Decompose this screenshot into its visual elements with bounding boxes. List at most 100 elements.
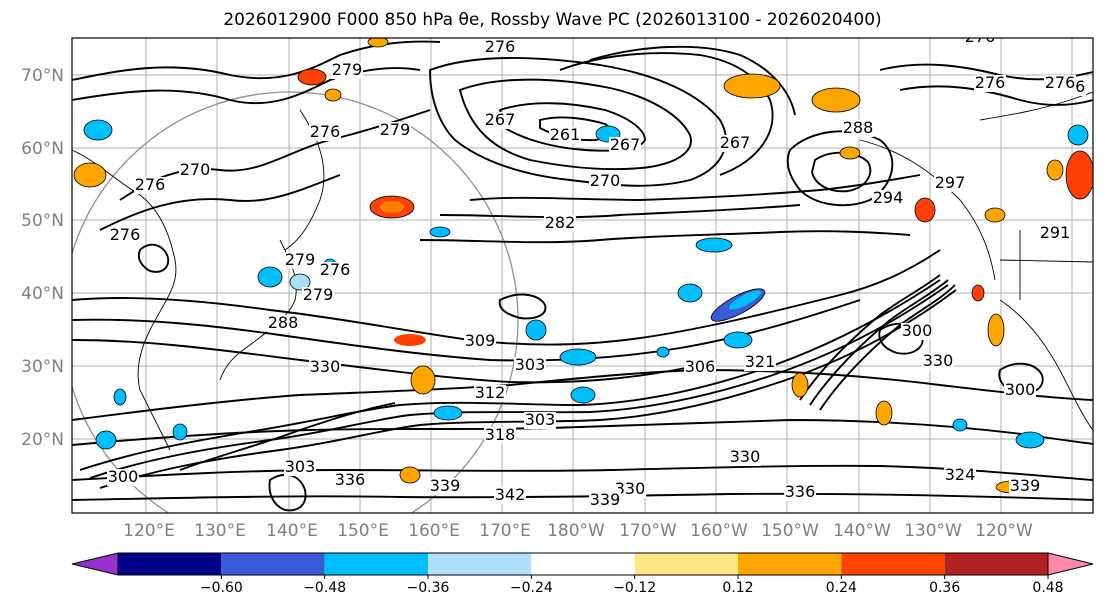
colorbar-tick-label: −0.24 (510, 580, 553, 596)
colorbar-segment (324, 553, 428, 575)
contour-label-bg (589, 173, 621, 190)
contour-label-bg (944, 467, 976, 484)
contour-label: 312 (475, 383, 506, 402)
contour-label-bg (484, 112, 516, 129)
contour-label: 282 (545, 213, 576, 232)
colorbar-segment (634, 553, 738, 575)
contour-label-bg (429, 478, 461, 495)
contour-label-bg (549, 127, 581, 144)
anomaly-negative (95, 430, 117, 450)
anomaly-positive (971, 284, 985, 302)
contour-label: 330 (923, 351, 954, 370)
contour-label: 342 (495, 485, 526, 504)
contour-label: 276 (110, 225, 141, 244)
latitude-labels: 70°N 60°N 50°N 40°N 30°N 20°N (21, 66, 64, 450)
anomaly-positive (394, 334, 426, 346)
contour-label: 297 (935, 173, 966, 192)
contour-label-bg (1044, 75, 1076, 92)
longitude-label: 170°W (619, 521, 677, 541)
colorbar-segment (944, 553, 1048, 575)
contour-label: 336 (785, 482, 816, 501)
contour-label: 267 (485, 110, 516, 129)
contour-label: 294 (873, 188, 904, 207)
contour-label-bg (614, 481, 646, 498)
contour-label-bg (464, 333, 496, 350)
contour-label-bg (872, 190, 904, 207)
latitude-label: 40°N (21, 284, 64, 304)
anomaly-positive (839, 146, 861, 160)
colorbar-tick-label: −0.60 (200, 580, 243, 596)
contour-label-bg (514, 357, 546, 374)
colorbar-segment (221, 553, 325, 575)
latitude-label: 70°N (21, 66, 64, 86)
contour-label: 321 (745, 352, 776, 371)
colorbar-extend-min (71, 552, 119, 576)
contour-label: 303 (525, 410, 556, 429)
contour-label: 279 (380, 120, 411, 139)
anomaly-positive (73, 162, 107, 188)
contour-label: 324 (945, 465, 976, 484)
anomaly-negative (83, 119, 113, 141)
contour-label: 303 (285, 457, 316, 476)
contour-label-bg (494, 487, 526, 504)
contour-label: 261 (550, 125, 581, 144)
colorbar-segment (531, 553, 635, 575)
longitude-label: 180°W (547, 521, 605, 541)
reference-circle (72, 91, 519, 513)
colorbar-segment (738, 553, 842, 575)
anomaly-negative (677, 283, 703, 303)
anomaly-negative (257, 266, 283, 288)
anomaly-positive (399, 466, 421, 484)
contour-label: 276 (320, 260, 351, 279)
anomaly-positive (380, 201, 404, 213)
latitude-label: 60°N (21, 139, 64, 159)
anomaly-negative (559, 348, 597, 366)
anomaly-positive (984, 207, 1006, 223)
anomaly-positive (987, 313, 1005, 347)
longitude-label: 150°W (761, 521, 819, 541)
contour-label-bg (484, 39, 516, 56)
anomaly-positive (723, 73, 781, 99)
contour-label: 291 (1040, 223, 1071, 242)
contour-label-bg (934, 175, 966, 192)
contour-label-bg (922, 353, 954, 370)
colorbar-extend-max (1047, 552, 1094, 576)
contour-label-bg (484, 427, 516, 444)
contour-label-bg (474, 385, 506, 402)
longitude-label: 130°E (194, 521, 246, 541)
contour-label-bg (309, 359, 341, 376)
anomaly-positive (1046, 159, 1064, 181)
contour-label: 279 (332, 60, 363, 79)
contour-label-bg (589, 492, 621, 509)
contour-label: 267 (720, 133, 751, 152)
longitude-label: 140°W (833, 521, 891, 541)
contour-label-bg (1039, 225, 1071, 242)
anomaly-negative (429, 226, 451, 238)
colorbar-tick-label: −0.12 (613, 580, 656, 596)
contour-label-bg (319, 262, 351, 279)
anomaly-positive (324, 88, 342, 102)
colorbar-tick-label: 0.24 (826, 580, 857, 596)
contour-label-bg (1009, 478, 1041, 495)
contour-label: 276 (310, 122, 341, 141)
anomaly-positive (791, 372, 809, 398)
contour-label: 330 (615, 479, 646, 498)
contour-label-bg (107, 469, 139, 486)
contour-label-bg (379, 122, 411, 139)
contour-label: 267 (610, 135, 641, 154)
contour-label-bg (109, 227, 141, 244)
contour-label: 300 (108, 467, 139, 486)
anomaly-positive (1065, 150, 1093, 200)
contour-label: 303 (515, 355, 546, 374)
colorbar-outline (117, 552, 1049, 576)
contour-label: 330 (730, 447, 761, 466)
colorbar-tick-label: 0.36 (929, 580, 960, 596)
latitude-label: 50°N (21, 211, 64, 231)
anomaly-negative (433, 405, 463, 421)
contour-label: 279 (303, 285, 334, 304)
contour-label-bg (267, 315, 299, 332)
latitude-label: 30°N (21, 357, 64, 377)
contour-label-bg (134, 177, 166, 194)
